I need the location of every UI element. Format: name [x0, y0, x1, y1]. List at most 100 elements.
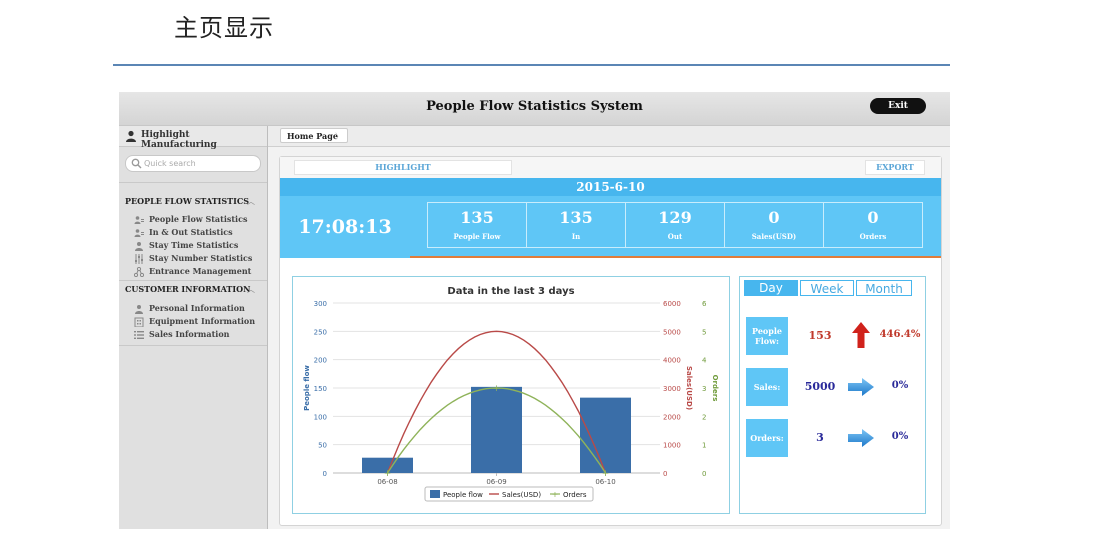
y-tick-label-sales: 3000 [663, 385, 681, 393]
sidebar-item-entrance-management[interactable]: Entrance Management [134, 266, 262, 278]
sidebar-item-stay-time-statistics[interactable]: Stay Time Statistics [134, 240, 262, 252]
highlight-button[interactable]: HIGHLIGHT [294, 160, 512, 175]
sidebar-item-in-out-statistics[interactable]: In & Out Statistics [134, 227, 262, 239]
sidebar-item-sales-information[interactable]: Sales Information [134, 329, 262, 341]
y-tick-label-orders: 3 [702, 385, 706, 393]
summary-panel: Day Week Month People Flow: 153 446.4% Sales:… [739, 276, 926, 514]
y-tick-label-left: 250 [314, 328, 327, 336]
legend-label: People flow [443, 491, 483, 499]
point-orders: + [493, 384, 501, 394]
y-tick-label-orders: 0 [702, 470, 706, 478]
stat-label: In [571, 232, 581, 241]
legend-label: Orders [563, 491, 587, 499]
tab-home-page[interactable]: Home Page 〉 [280, 128, 348, 143]
app-window: People Flow Statistics System Exit Highl… [119, 92, 950, 529]
y-tick-label-orders: 4 [702, 357, 707, 365]
arrow-up-icon [852, 322, 870, 352]
chevron-right-icon: 〉 [335, 132, 343, 141]
metric-change-percent: 446.4% [879, 329, 921, 340]
users-icon [134, 229, 144, 237]
stat-value: 135 [559, 208, 593, 227]
legend-swatch-people-flow [430, 490, 440, 498]
building-icon [134, 317, 144, 327]
line-orders [386, 387, 607, 474]
chart-title: Data in the last 3 days [447, 286, 574, 297]
sidebar-item-label: People Flow Statistics [149, 214, 248, 224]
user-icon [126, 130, 136, 142]
metric-value: 153 [808, 329, 832, 342]
stat-label: Out [667, 232, 683, 241]
combo-chart: Data in the last 3 days05010015020025030… [303, 286, 719, 502]
sidebar-item-stay-number-statistics[interactable]: Stay Number Statistics [134, 253, 262, 265]
y-tick-label-orders: 6 [702, 300, 707, 308]
dashboard-panel: HIGHLIGHT EXPORT 2015-6-10 17:08:13 135 … [279, 156, 942, 526]
y-tick-label-sales: 5000 [663, 328, 681, 336]
collapse-caret-icon[interactable]: ︿ [247, 197, 255, 206]
x-tick-label: 06-08 [377, 478, 397, 486]
bar-people-flow [362, 457, 413, 473]
arrow-right-icon [848, 378, 874, 400]
stat-value: 0 [768, 208, 780, 227]
sidebar-item-label: In & Out Statistics [149, 227, 233, 237]
y-tick-label-left: 100 [314, 413, 327, 421]
y-tick-label-orders: 5 [702, 328, 706, 336]
legend-marker-orders: + [552, 490, 559, 499]
list-icon [134, 331, 144, 339]
search-icon [131, 158, 142, 169]
metric-value: 5000 [804, 380, 836, 393]
stat-value: 129 [658, 208, 692, 227]
stat-value: 135 [460, 208, 494, 227]
legend-label: Sales(USD) [502, 491, 541, 499]
sidebar-item-personal-information[interactable]: Personal Information [134, 303, 262, 315]
y-tick-label-sales: 0 [663, 470, 667, 478]
sidebar-item-label: Entrance Management [149, 266, 252, 276]
tab-label: Home Page [287, 131, 338, 141]
sidebar-divider [119, 345, 267, 346]
title-bar: People Flow Statistics System Exit [119, 92, 950, 126]
sidebar-divider [119, 280, 267, 281]
stat-sales: 0 Sales(USD) [725, 203, 824, 247]
bar-people-flow [471, 386, 522, 473]
toolbar: HIGHLIGHT EXPORT [280, 157, 941, 179]
y-tick-label-orders: 2 [702, 413, 706, 421]
sidebar-item-label: Stay Number Statistics [149, 253, 253, 263]
period-tab-week[interactable]: Week [800, 280, 854, 296]
y-tick-label-sales: 1000 [663, 442, 681, 450]
x-tick-label: 06-09 [486, 478, 506, 486]
y-axis-label-left: People flow [303, 365, 311, 411]
y-tick-label-left: 200 [314, 357, 327, 365]
stat-label: Sales(USD) [751, 232, 797, 241]
document-heading: 主页显示 [174, 14, 274, 42]
search-input[interactable] [144, 157, 254, 169]
tab-bar: Home Page 〉 [268, 126, 950, 147]
stats-box: 135 People Flow 135 In 129 Out 0 Sales(U… [427, 202, 923, 248]
bar-people-flow [580, 397, 631, 473]
exit-button[interactable]: Exit [870, 98, 926, 114]
section-title-customer-information[interactable]: CUSTOMER INFORMATION [125, 284, 251, 294]
collapse-caret-icon[interactable]: ︿ [247, 285, 255, 294]
y-tick-label-left: 0 [323, 470, 327, 478]
sidebar-item-label: Stay Time Statistics [149, 240, 239, 250]
export-button[interactable]: EXPORT [865, 160, 925, 175]
sidebar-item-label: Sales Information [149, 329, 230, 339]
sidebar-item-people-flow-statistics[interactable]: People Flow Statistics [134, 214, 262, 226]
app-title: People Flow Statistics System [426, 99, 643, 114]
stat-in: 135 In [527, 203, 626, 247]
quick-search[interactable] [125, 155, 261, 172]
metric-change-percent: 0% [891, 431, 909, 442]
stat-out: 129 Out [626, 203, 725, 247]
metric-change-percent: 0% [891, 380, 909, 391]
sidebar-item-equipment-information[interactable]: Equipment Information [134, 316, 262, 328]
y-tick-label-left: 50 [318, 442, 327, 450]
section-title-people-flow[interactable]: PEOPLE FLOW STATISTICS [125, 196, 250, 206]
period-tab-month[interactable]: Month [856, 280, 912, 296]
point-orders: + [602, 469, 610, 479]
stats-panel: 135 People Flow 135 In 129 Out 0 Sales(U… [410, 196, 941, 258]
stat-orders: 0 Orders [824, 203, 922, 247]
period-tab-day[interactable]: Day [744, 280, 798, 296]
legend-box [424, 486, 594, 502]
stat-label: People Flow [453, 232, 501, 241]
metric-label: Sales: [746, 368, 788, 406]
y-tick-label-left: 150 [314, 385, 327, 393]
user-name: Highlight Manufacturing [141, 130, 217, 150]
